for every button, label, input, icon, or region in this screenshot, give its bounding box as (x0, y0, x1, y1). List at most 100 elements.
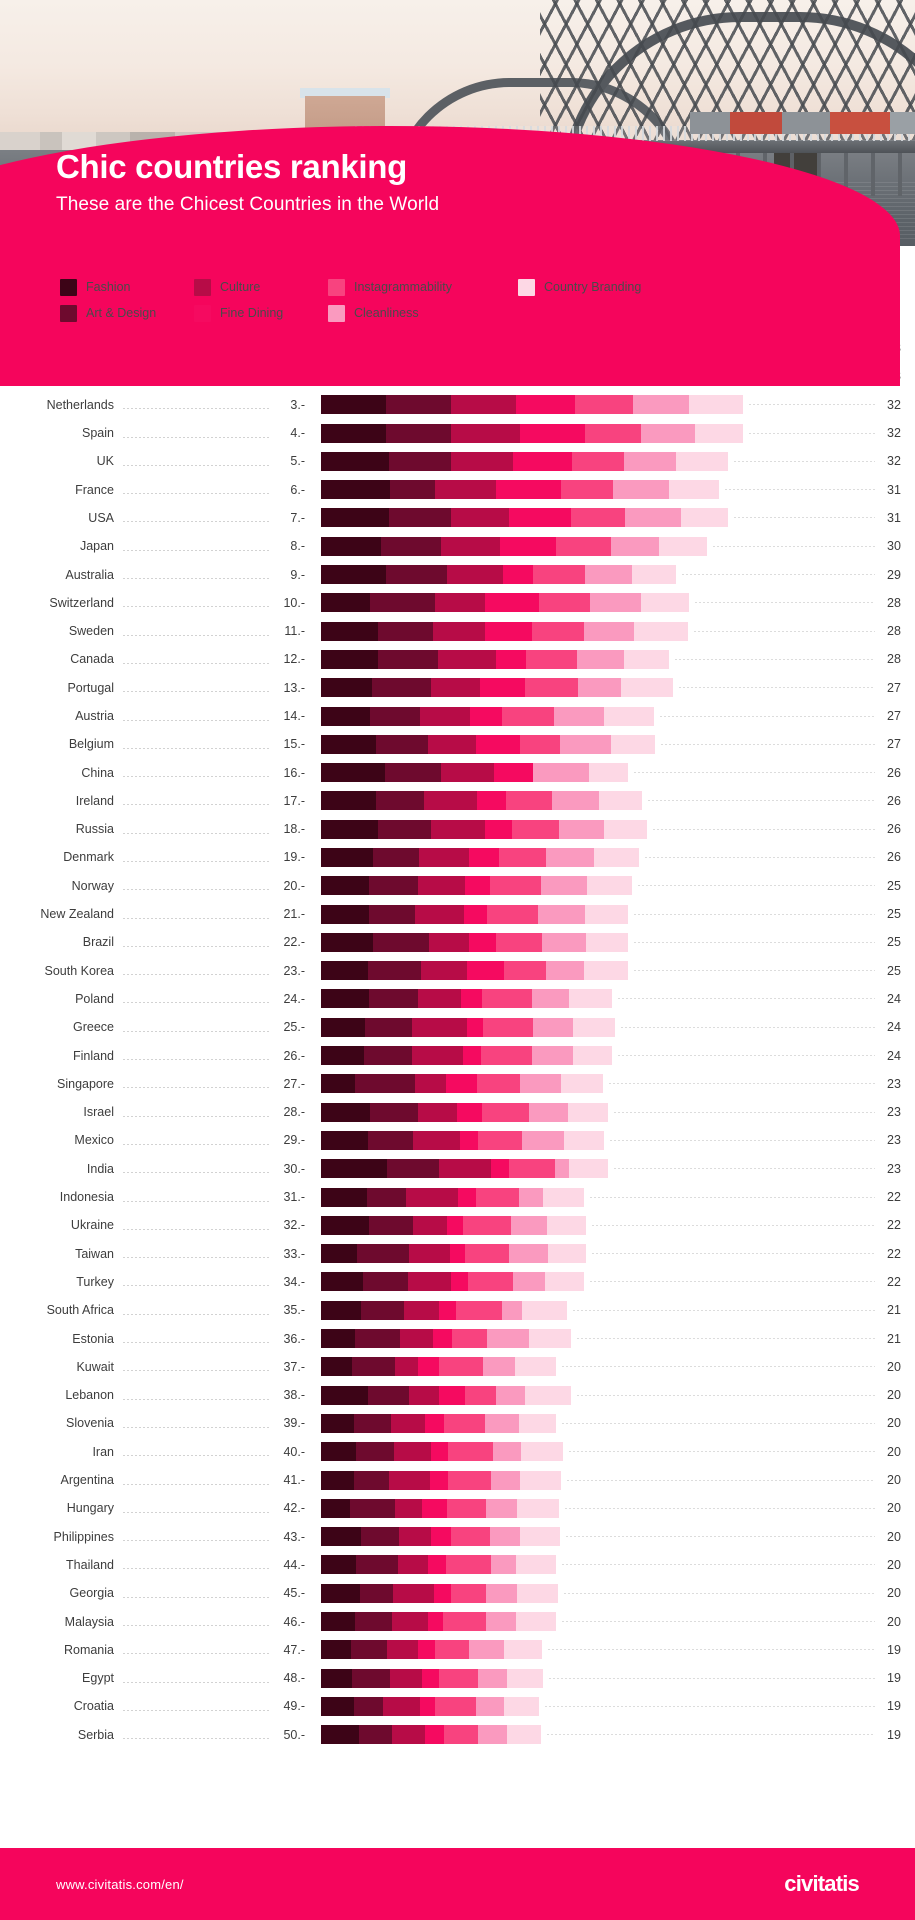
row-leader-dots-right (648, 800, 875, 802)
row-rank: 26.- (283, 1048, 305, 1063)
bar-segment-fashion (321, 1017, 366, 1037)
row-total-value: 19 (887, 1699, 901, 1714)
bar-segment-instagrammability (496, 932, 542, 952)
bar-segment-instagrammability (531, 621, 584, 641)
bar-segment-instagrammability (526, 649, 578, 669)
row-leader-dots-right (589, 1196, 875, 1198)
legend-item-cleanliness[interactable]: Cleanliness (328, 300, 518, 326)
row-country-label: Hungary (66, 1501, 114, 1516)
bar-segment-country-branding (599, 791, 643, 811)
row-bar-wrapper (321, 847, 881, 867)
bar-segment-fine-dining (484, 621, 532, 641)
row-bar-wrapper (321, 593, 881, 613)
bar-segment-culture (418, 847, 470, 867)
bar-segment-culture (405, 1187, 458, 1207)
bar-segment-fashion (321, 1612, 355, 1631)
stacked-bar (321, 734, 656, 754)
legend-column-3: Instagrammability Cleanliness (328, 274, 518, 330)
bar-segment-art-design (371, 678, 432, 698)
bar-segment-culture (408, 1272, 451, 1292)
bar-segment-cleanliness (528, 1102, 568, 1122)
row-leader-dots-right (661, 743, 875, 745)
row-total-value: 25 (887, 963, 901, 978)
bar-segment-instagrammability (584, 423, 641, 443)
row-leader-dots-left (123, 1313, 270, 1315)
row-rank: 34.- (283, 1274, 305, 1289)
bar-segment-culture (440, 536, 501, 556)
bar-segment-art-design (362, 1272, 409, 1292)
legend-item-country-branding[interactable]: Country Branding (518, 274, 708, 300)
row-rank: 18.- (283, 822, 305, 837)
bar-segment-country-branding (517, 1498, 559, 1518)
bar-segment-fashion (321, 1498, 350, 1518)
row-leader-dots-right (610, 1139, 875, 1141)
bar-segment-instagrammability (448, 1470, 492, 1490)
bar-segment-fine-dining (476, 791, 506, 811)
bar-segment-instagrammability (574, 395, 633, 415)
bar-segment-art-design (387, 1159, 440, 1179)
stacked-bar (321, 1300, 567, 1320)
stacked-bar (321, 565, 676, 585)
bar-segment-fine-dining (484, 819, 513, 839)
bar-segment-culture (418, 1102, 458, 1122)
bar-segment-fashion (321, 1470, 354, 1490)
row-leader-dots-right (589, 1281, 875, 1283)
row-leader-dots-left (123, 832, 270, 834)
table-row: Belgium 15.- 27 (0, 730, 915, 758)
stacked-bar (321, 1244, 587, 1264)
stacked-bar (321, 649, 670, 669)
bar-segment-fine-dining (447, 1215, 463, 1235)
bar-segment-culture (383, 1696, 420, 1716)
row-total-value: 20 (887, 1473, 901, 1488)
row-total-value: 25 (887, 907, 901, 922)
legend-item-fine-dining[interactable]: Fine Dining (194, 300, 328, 326)
legend-item-art-design[interactable]: Art & Design (60, 300, 194, 326)
title-banner (0, 126, 900, 386)
bar-segment-art-design (365, 1017, 412, 1037)
row-leader-dots-right (609, 1083, 875, 1085)
table-row: South Korea 23.- 25 (0, 957, 915, 985)
row-total-value: 20 (887, 1359, 901, 1374)
row-leader-dots-right (547, 1649, 875, 1651)
bar-segment-country-branding (506, 1668, 544, 1688)
row-leader-dots-left (123, 747, 270, 749)
footer-url[interactable]: www.civitatis.com/en/ (56, 1876, 184, 1892)
row-rank: 50.- (283, 1727, 305, 1742)
row-total-value: 22 (887, 1218, 901, 1233)
bar-segment-country-branding (634, 621, 688, 641)
row-bar-wrapper (321, 1130, 881, 1150)
bar-segment-culture (411, 1017, 467, 1037)
row-country-label: Georgia (69, 1586, 114, 1601)
row-leader-dots-left (123, 606, 270, 608)
row-rank: 21.- (283, 907, 305, 922)
legend-item-instagrammability[interactable]: Instagrammability (328, 274, 518, 300)
bar-segment-fashion (321, 508, 389, 528)
bar-segment-cleanliness (489, 1527, 520, 1547)
bar-segment-country-branding (528, 1329, 571, 1349)
bar-segment-art-design (378, 649, 438, 669)
bar-segment-art-design (350, 1640, 388, 1660)
table-row: Iran 40.- 20 (0, 1438, 915, 1466)
bar-segment-art-design (389, 480, 436, 500)
row-total-value: 28 (887, 624, 901, 639)
stacked-bar (321, 763, 628, 783)
row-bar-wrapper (321, 1696, 881, 1716)
table-row: Taiwan 33.- 22 (0, 1240, 915, 1268)
table-row: Estonia 36.- 21 (0, 1324, 915, 1352)
row-total-value: 21 (887, 1303, 901, 1318)
bar-segment-fashion (321, 1668, 353, 1688)
row-leader-dots-right (618, 1055, 875, 1057)
bar-segment-art-design (388, 451, 451, 471)
legend-item-culture[interactable]: Culture (194, 274, 328, 300)
bar-segment-fashion (321, 904, 370, 924)
bar-segment-fine-dining (496, 649, 527, 669)
row-bar-wrapper (321, 1612, 881, 1631)
bar-segment-instagrammability (450, 1583, 487, 1603)
row-leader-dots-right (566, 1536, 875, 1538)
legend-item-fashion[interactable]: Fashion (60, 274, 194, 300)
legend-swatch-cleanliness (328, 304, 345, 322)
table-row: Finland 26.- 24 (0, 1041, 915, 1069)
bar-segment-fine-dining (457, 1102, 483, 1122)
table-row: Russia 18.- 26 (0, 815, 915, 843)
bar-segment-instagrammability (482, 1102, 529, 1122)
